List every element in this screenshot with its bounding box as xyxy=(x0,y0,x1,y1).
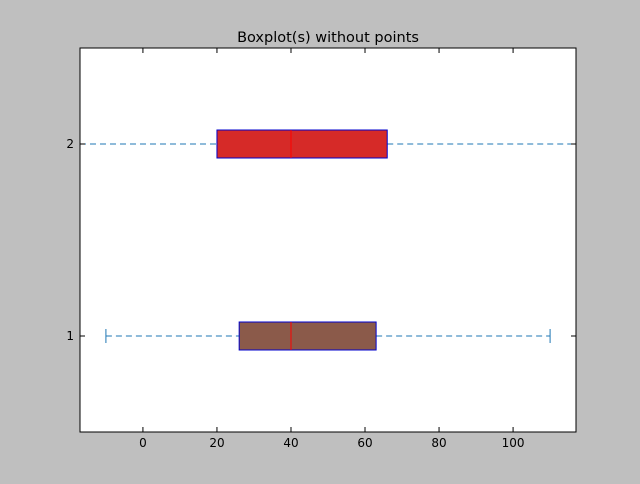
x-tick-label: 80 xyxy=(431,436,446,450)
x-tick-label: 0 xyxy=(139,436,147,450)
chart-title: Boxplot(s) without points xyxy=(237,30,419,46)
box-1 xyxy=(238,321,377,351)
x-tick-label: 20 xyxy=(209,436,224,450)
y-tick-label: 1 xyxy=(66,329,74,343)
x-tick-label: 40 xyxy=(283,436,298,450)
plot-area xyxy=(80,48,576,432)
x-tick-label: 100 xyxy=(502,436,525,450)
plot-frame xyxy=(79,47,577,433)
x-tick-label: 60 xyxy=(357,436,372,450)
y-tick-label: 2 xyxy=(66,137,74,151)
box-2 xyxy=(216,129,388,159)
